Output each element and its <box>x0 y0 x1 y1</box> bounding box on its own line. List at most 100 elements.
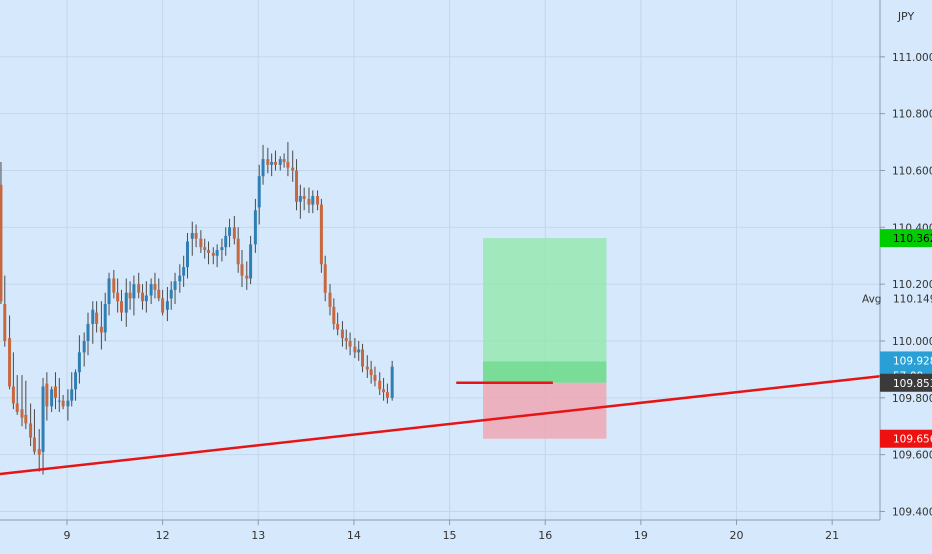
profit-zone[interactable] <box>483 238 607 383</box>
price-label-text: 109.853 <box>893 378 932 390</box>
price-tick-label: 110.200 <box>892 279 932 291</box>
candle-body <box>112 278 116 293</box>
candle-body <box>199 238 203 248</box>
candle-body <box>278 159 282 165</box>
time-tick-label: 19 <box>634 529 648 542</box>
candle-body <box>302 196 306 199</box>
candle-body <box>224 235 228 248</box>
candle-body <box>77 352 81 373</box>
candle-body <box>144 295 148 302</box>
candle-body <box>311 196 315 205</box>
price-label-text: 110.362 <box>893 233 932 245</box>
candle-body <box>103 304 107 333</box>
candle-body <box>82 340 86 353</box>
candle-body <box>37 448 41 455</box>
candle-body <box>344 338 348 341</box>
candle-body <box>332 306 336 324</box>
candle-body <box>169 289 173 299</box>
plot-background <box>0 0 880 520</box>
candle-body <box>203 247 207 251</box>
candle-body <box>385 392 389 398</box>
time-tick-label: 9 <box>63 529 70 542</box>
drawing-lines[interactable] <box>0 374 881 476</box>
candle-body <box>316 196 320 205</box>
candle-body <box>295 170 299 202</box>
candle-body <box>361 349 365 367</box>
time-tick-label: 14 <box>347 529 361 542</box>
candle-body <box>149 284 153 296</box>
candle-body <box>50 389 54 407</box>
time-tick-label: 21 <box>825 529 839 542</box>
candle-body <box>357 349 361 353</box>
candle-body <box>282 159 286 162</box>
price-tick-label: 109.600 <box>892 450 932 462</box>
candle-body <box>194 233 198 239</box>
candle-body <box>353 346 357 353</box>
candle-body <box>211 252 215 256</box>
candle-body <box>232 227 236 239</box>
candle-body <box>185 241 189 268</box>
candle-body <box>20 409 24 418</box>
avg-prefix: Avg <box>862 294 881 306</box>
candle-body <box>91 309 95 324</box>
candle-body <box>236 238 240 265</box>
candle-body <box>291 167 295 171</box>
time-tick-label: 13 <box>251 529 265 542</box>
candle-body <box>336 323 340 330</box>
candle-body <box>161 298 165 313</box>
price-tick-label: 110.800 <box>892 109 932 121</box>
candle-body <box>390 366 394 398</box>
candle-body <box>245 275 249 279</box>
price-label-box <box>880 229 932 248</box>
candle-body <box>266 159 270 165</box>
support-trendline[interactable] <box>0 374 881 476</box>
candle-body <box>323 264 327 293</box>
price-label-box <box>880 429 932 448</box>
price-label-text: 109.928 <box>893 355 932 367</box>
candle-body <box>253 210 257 245</box>
candle-body <box>11 386 15 404</box>
candle-body <box>273 161 277 165</box>
time-axis-background[interactable] <box>0 520 880 550</box>
candle-body <box>70 389 74 401</box>
candle-body <box>137 284 141 293</box>
time-tick-label: 16 <box>538 529 552 542</box>
candle-body <box>307 198 311 205</box>
loss-zone[interactable] <box>483 382 607 439</box>
candle-body <box>286 161 290 168</box>
candle-body <box>0 184 3 302</box>
candle-body <box>61 400 65 407</box>
price-tick-label: 110.600 <box>892 165 932 177</box>
candle-body <box>261 159 265 177</box>
time-tick-label: 12 <box>156 529 170 542</box>
candle-body <box>378 380 382 390</box>
price-label-text: 110.149 <box>893 294 932 306</box>
candle-body <box>369 369 373 376</box>
candle-body <box>240 264 244 276</box>
price-tick-label: 109.400 <box>892 506 932 518</box>
candle-body <box>365 366 369 370</box>
candle-body <box>41 386 45 452</box>
candle-body <box>249 244 253 279</box>
currency-label: JPY <box>897 10 915 23</box>
candle-body <box>124 292 128 313</box>
candle-body <box>57 400 61 402</box>
candle-body <box>157 289 161 299</box>
candle-body <box>128 292 132 299</box>
candle-body <box>257 176 261 208</box>
candle-body <box>298 196 302 202</box>
candle-body <box>319 204 323 265</box>
candle-body <box>215 250 219 256</box>
candle-body <box>32 437 36 452</box>
price-tick-label: 110.000 <box>892 336 932 348</box>
price-labels: 110.362Avg110.149109.92857:09109.853109.… <box>862 229 932 448</box>
candle-body <box>53 386 57 398</box>
position-zones[interactable] <box>483 238 607 439</box>
price-axis-background[interactable] <box>880 0 932 550</box>
candle-body <box>74 372 78 390</box>
candle-body <box>86 323 90 341</box>
candle-body <box>207 250 211 253</box>
candle-body <box>270 161 274 165</box>
